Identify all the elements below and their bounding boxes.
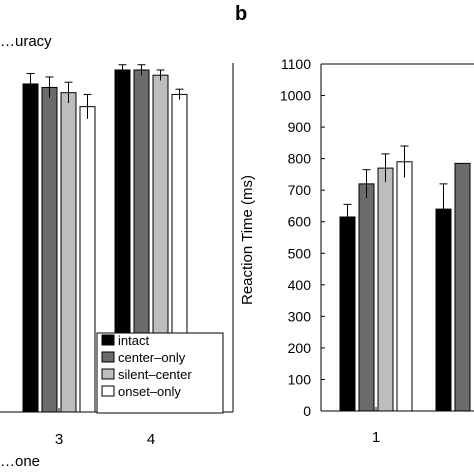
right-ytick-label: 300 [288,308,312,324]
right-xtick-label: 1 [372,429,380,446]
right-ytick-label: 400 [288,277,312,293]
bar-silent-center-1 [377,167,394,412]
legend-label-center-only: center–only [118,350,186,365]
bar-center-only-2 [454,162,471,412]
bar-onset-only-3 [79,106,96,413]
legend-label-intact: intact [118,333,149,348]
right-ylabel: Reaction Time (ms) [239,175,256,305]
bar-intact-2 [435,208,452,412]
bar-onset-only-1 [396,161,413,412]
panel-letter: b [235,3,247,25]
legend: intact center–only silent–center onset–only [96,332,224,414]
legend-label-silent-center: silent–center [118,367,192,382]
right-ytick-label: 100 [288,371,312,387]
right-ytick-label: 200 [288,340,312,356]
right-ytick-label: 600 [288,214,312,230]
right-ytick-label: 800 [288,151,312,167]
right-ytick-label: 1000 [280,88,311,104]
bar-center-only-3 [41,86,58,413]
left-xtick-label: 4 [147,431,155,448]
right-ytick-labels: 0 100 200 300 400 500 600 700 800 900 1000 1100 [280,56,311,419]
left-xtick-label: 3 [55,431,63,448]
legend-items: intact center–only silent–center onset–only [101,333,192,399]
right-ytick-label: 900 [288,119,312,135]
right-bars [339,145,471,412]
reaction-time-panel: b Reaction Time (ms) 0 100 200 300 400 500 600… [235,3,474,446]
left-ylabel: …uracy [0,33,52,50]
bar-intact-1 [339,216,356,412]
legend-swatch-intact [101,334,115,346]
right-ytick-label: 500 [288,245,312,261]
bar-silent-center-3 [60,92,77,413]
legend-label-onset-only: onset–only [118,384,181,399]
legend-swatch-onset-only [101,385,115,397]
bar-center-only-1 [358,183,375,412]
right-xtick-labels: 1 [372,429,380,446]
legend-box [96,332,224,414]
right-ytick-label: 1100 [281,56,311,72]
legend-swatch-silent-center [101,368,115,380]
legend-swatch-center-only [101,351,115,363]
right-ytick-label: 0 [303,403,311,419]
bar-intact-3 [22,83,39,413]
right-ytick-label: 700 [288,182,312,198]
left-bars [22,64,188,413]
left-xlabel: …one [0,453,40,470]
